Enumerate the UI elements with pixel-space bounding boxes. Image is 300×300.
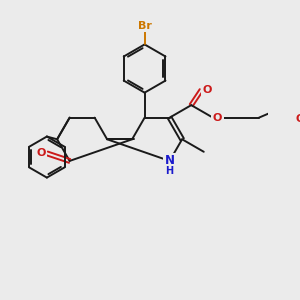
Text: N: N bbox=[165, 154, 175, 167]
Text: H: H bbox=[166, 166, 174, 176]
Text: O: O bbox=[296, 114, 300, 124]
Text: O: O bbox=[213, 112, 222, 123]
Text: O: O bbox=[203, 85, 212, 95]
Text: Br: Br bbox=[138, 21, 152, 31]
Text: O: O bbox=[36, 148, 46, 158]
